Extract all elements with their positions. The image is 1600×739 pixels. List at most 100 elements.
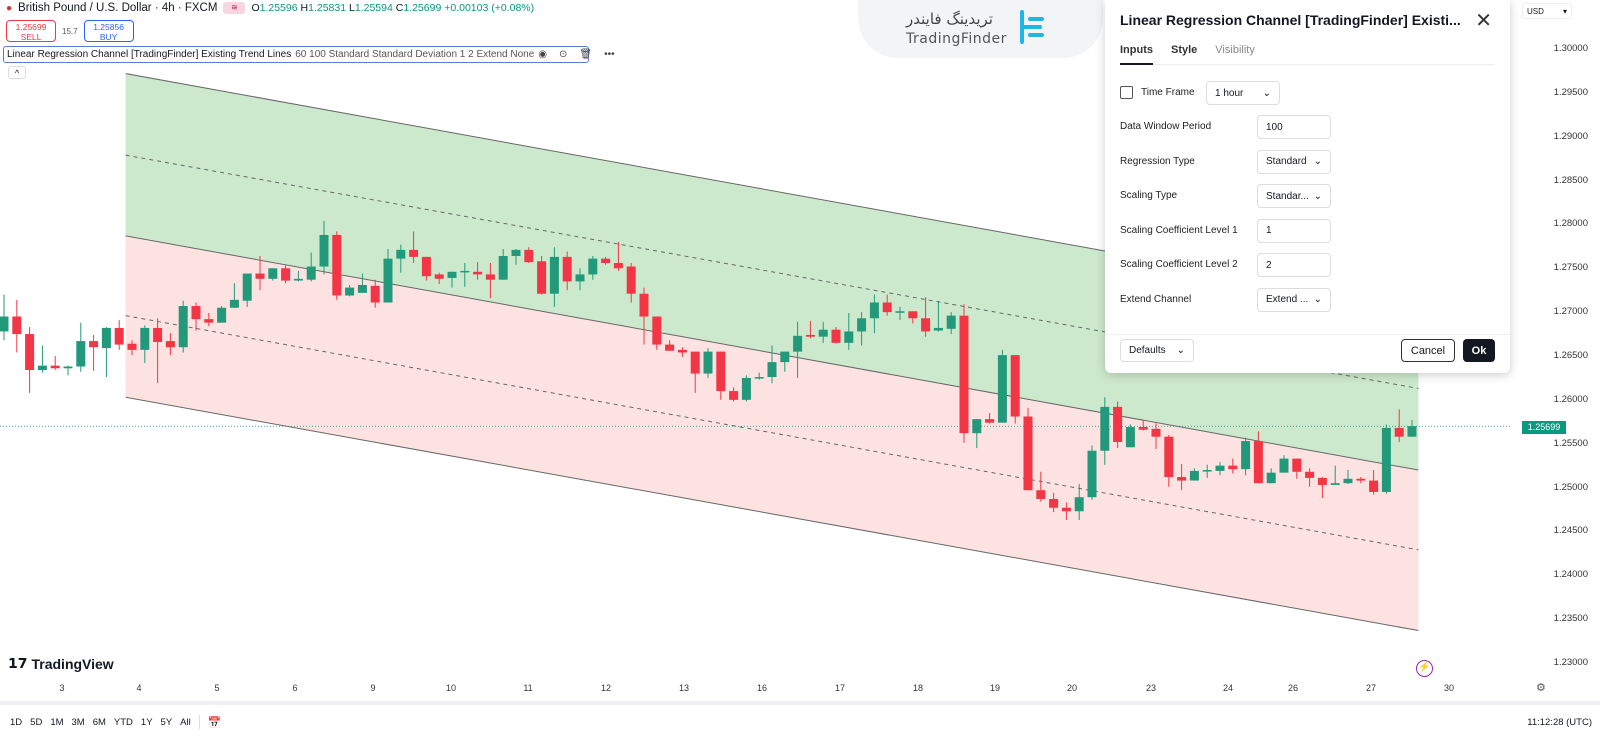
calendar-icon[interactable]: 📅	[207, 716, 222, 729]
candle-body	[882, 302, 892, 313]
candle	[1125, 424, 1135, 448]
candle-body	[357, 284, 367, 293]
candle-body	[562, 256, 572, 282]
range-button-5d[interactable]: 5D	[30, 716, 43, 728]
trash-icon[interactable]: 🗑	[579, 49, 593, 60]
clock[interactable]: 11:12:28 (UTC)	[1527, 716, 1592, 728]
candle	[191, 302, 201, 331]
candle-body	[1253, 441, 1263, 484]
candle	[293, 270, 303, 282]
candle-body	[690, 351, 700, 374]
candle	[1061, 502, 1071, 521]
candle-body	[1266, 472, 1276, 484]
candle	[306, 252, 316, 282]
field-input[interactable]: 100	[1257, 115, 1331, 139]
symbol-title[interactable]: British Pound / U.S. Dollar · 4h · FXCM	[18, 2, 218, 14]
candle	[485, 263, 495, 299]
candle-body	[165, 341, 175, 348]
candle-body	[780, 351, 790, 363]
field-input[interactable]: 2	[1257, 253, 1331, 277]
field-select[interactable]: Standard ⌄	[1257, 149, 1331, 174]
price-tick-label: 1.29500	[1553, 86, 1588, 98]
range-button-6m[interactable]: 6M	[92, 716, 106, 728]
candle-body	[1100, 406, 1110, 451]
candle-body	[1215, 465, 1225, 471]
lightning-icon[interactable]: ⚡	[1416, 660, 1433, 677]
buy-button[interactable]: 1.25856 BUY	[83, 20, 134, 42]
candle	[1279, 455, 1289, 473]
candle	[1369, 470, 1379, 495]
price-chart[interactable]	[0, 0, 1510, 700]
chevron-down-icon: ⌄	[1262, 87, 1271, 99]
tab-inputs[interactable]: Inputs	[1120, 44, 1153, 65]
field-input[interactable]: 1	[1257, 218, 1331, 243]
candle-body	[1228, 465, 1238, 470]
defaults-select[interactable]: Defaults ⌄	[1120, 339, 1194, 362]
currency-select[interactable]: USD ▾	[1522, 3, 1572, 19]
range-button-3m[interactable]: 3M	[71, 716, 85, 728]
candle-body	[793, 335, 803, 352]
range-button-1d[interactable]: 1D	[10, 716, 23, 728]
candle	[549, 247, 559, 307]
time-tick-label: 27	[1365, 683, 1377, 693]
range-button-all[interactable]: All	[180, 716, 191, 728]
candle	[754, 372, 764, 380]
market-status-icon[interactable]: ≋	[223, 2, 246, 14]
price-tick-label: 1.23000	[1553, 656, 1588, 668]
range-button-5y[interactable]: 5Y	[160, 716, 173, 728]
candle	[1317, 477, 1327, 499]
sell-button[interactable]: 1.25699 SELL	[6, 20, 56, 42]
close-icon[interactable]: ✕	[1475, 10, 1492, 32]
candle	[473, 262, 483, 280]
candle-body	[1317, 477, 1327, 485]
candle-body	[677, 349, 687, 353]
ok-button[interactable]: Ok	[1463, 339, 1495, 362]
candle-body	[268, 268, 278, 279]
tab-style[interactable]: Style	[1171, 44, 1198, 56]
candle-body	[409, 249, 419, 257]
candle-body	[1241, 441, 1251, 470]
range-button-1y[interactable]: 1Y	[140, 716, 153, 728]
candle	[1023, 407, 1033, 491]
axis-settings-icon[interactable]: ⚙	[1536, 682, 1546, 694]
candle	[101, 327, 111, 378]
field-select[interactable]: Extend ... ⌄	[1257, 287, 1331, 312]
collapse-legend-button[interactable]: ^	[8, 66, 26, 79]
candle	[63, 365, 73, 376]
tab-visibility[interactable]: Visibility	[1215, 44, 1255, 56]
candle-body	[473, 271, 483, 275]
cancel-button[interactable]: Cancel	[1401, 339, 1455, 362]
candle	[396, 244, 406, 273]
channel-line-lower	[125, 396, 1419, 632]
candle	[716, 351, 726, 400]
candle-body	[1023, 416, 1033, 491]
eye-icon[interactable]: ◉	[538, 49, 548, 60]
candle	[1253, 431, 1263, 484]
indicator-params: 60 100 Standard Standard Deviation 1 2 E…	[295, 49, 535, 60]
candle-body	[1138, 427, 1148, 430]
candle	[12, 299, 22, 353]
channel-line-upper-dashed	[125, 154, 1419, 389]
candle-body	[1151, 428, 1161, 437]
time-tick-label: 9	[370, 683, 376, 693]
field-value: 100	[1266, 121, 1283, 133]
field-select[interactable]: Standar... ⌄	[1257, 184, 1331, 208]
price-axis[interactable]: USD ▾ 1.30000 1.29500 1.29000 1.28500 1.2800…	[1510, 0, 1600, 700]
candle	[805, 320, 815, 339]
indicator-legend[interactable]: Linear Regression Channel [TradingFinder…	[3, 46, 615, 63]
tradingview-logo[interactable]: 𝟭𝟳 TradingView	[8, 655, 114, 672]
more-icon[interactable]: •••	[604, 49, 615, 60]
candle	[217, 306, 227, 323]
candle	[1010, 355, 1020, 424]
settings-icon[interactable]: ⊙	[559, 49, 568, 60]
candle	[421, 256, 431, 281]
candle	[767, 345, 777, 384]
candle-body	[447, 271, 457, 278]
range-button-1m[interactable]: 1M	[50, 716, 64, 728]
time-frame-checkbox[interactable]	[1120, 86, 1133, 99]
range-button-ytd[interactable]: YTD	[113, 716, 133, 728]
time-frame-select[interactable]: 1 hour ⌄	[1206, 81, 1280, 105]
time-tick-label: 12	[600, 683, 612, 693]
candle-body	[140, 327, 150, 350]
candle	[1138, 420, 1148, 431]
